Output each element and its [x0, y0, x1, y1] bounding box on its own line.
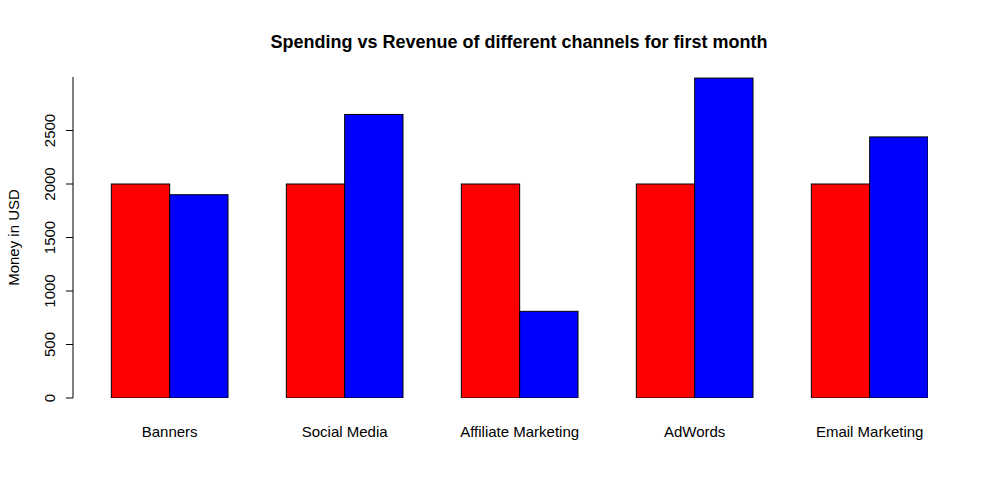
bar [461, 184, 519, 398]
y-tick-label: 1000 [41, 274, 58, 307]
x-tick-label: AdWords [664, 423, 725, 440]
x-tick-label: Affiliate Marketing [460, 423, 579, 440]
bar [870, 137, 928, 398]
y-tick [66, 130, 73, 131]
x-tick-label: Email Marketing [816, 423, 924, 440]
x-tick-label: Banners [142, 423, 198, 440]
bar [111, 184, 169, 398]
y-tick-label: 2500 [41, 114, 58, 147]
y-tick-label: 500 [41, 332, 58, 357]
bar [286, 184, 344, 398]
bar [636, 184, 694, 398]
bar [345, 114, 403, 398]
y-tick-label: 1500 [41, 221, 58, 254]
chart-container: Spending vs Revenue of different channel… [0, 0, 1000, 500]
y-tick-label: 0 [41, 394, 58, 402]
y-tick [66, 344, 73, 345]
bar [170, 195, 228, 398]
x-tick-label: Social Media [302, 423, 389, 440]
y-tick-label: 2000 [41, 167, 58, 200]
y-tick [66, 237, 73, 238]
y-tick [66, 184, 73, 185]
bar [811, 184, 869, 398]
y-tick [66, 398, 73, 399]
bar [520, 311, 578, 398]
chart-title: Spending vs Revenue of different channel… [270, 32, 767, 52]
bar [695, 78, 753, 398]
y-tick [66, 291, 73, 292]
y-axis-label: Money in USD [5, 189, 22, 286]
bars [111, 78, 928, 398]
chart-svg: Spending vs Revenue of different channel… [0, 0, 1000, 500]
